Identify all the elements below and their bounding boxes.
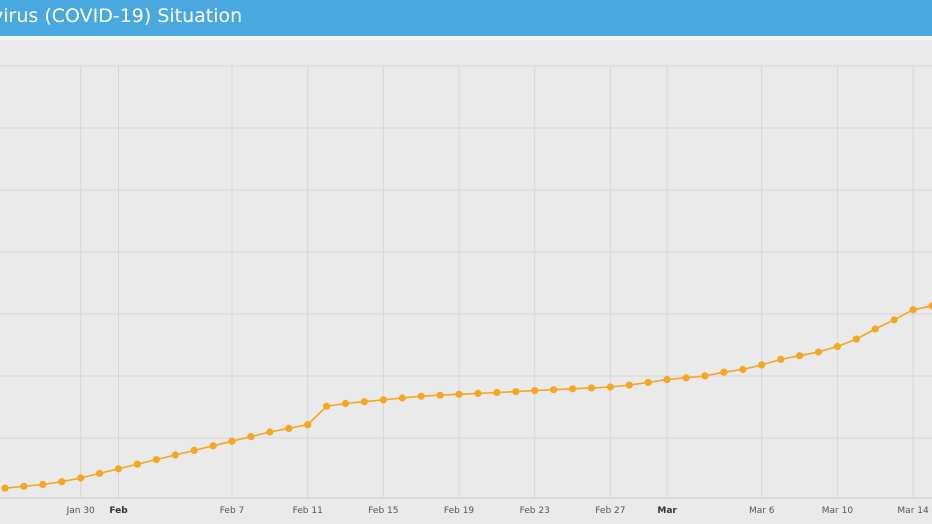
data-point[interactable] — [720, 368, 728, 376]
data-point[interactable] — [285, 424, 293, 432]
x-tick-label: Feb 23 — [520, 506, 550, 516]
x-tick-label: Feb 7 — [220, 506, 245, 516]
data-point[interactable] — [663, 376, 671, 384]
data-point[interactable] — [814, 348, 823, 356]
data-point[interactable] — [96, 469, 104, 477]
data-point[interactable] — [777, 355, 785, 363]
x-tick-label: Mar — [657, 506, 677, 516]
line-chart: Jan 30 Feb Feb 7 Feb 11 Feb 15 Feb 19 Feb 23 Fe… — [0, 65, 932, 516]
data-point[interactable] — [58, 478, 66, 486]
data-point[interactable] — [323, 402, 331, 410]
data-point[interactable] — [228, 437, 236, 445]
x-tick-label: Mar 14 — [897, 506, 929, 516]
x-tick-label: Jan 30 — [66, 506, 95, 516]
x-tick-label: Feb 27 — [595, 506, 625, 516]
data-point[interactable] — [928, 302, 932, 310]
header-divider — [0, 36, 932, 40]
data-point[interactable] — [606, 383, 615, 391]
data-point[interactable] — [701, 372, 709, 380]
data-point[interactable] — [531, 387, 539, 395]
data-point[interactable] — [171, 451, 179, 459]
data-point[interactable] — [587, 384, 596, 392]
x-tick-label: Mar 6 — [749, 506, 775, 516]
data-point[interactable] — [852, 335, 860, 343]
chart-grid — [0, 65, 932, 499]
header-title: virus (COVID-19) Situation — [0, 5, 243, 27]
x-tick-label: Feb 19 — [444, 506, 475, 516]
data-point[interactable] — [909, 306, 917, 314]
data-point[interactable] — [682, 374, 690, 382]
data-point[interactable] — [493, 388, 501, 397]
data-point[interactable] — [890, 316, 898, 324]
x-axis-ticks: Jan 30 Feb Feb 7 Feb 11 Feb 15 Feb 19 Feb 23 Fe… — [66, 506, 929, 516]
chart-area: Jan 30 Feb Feb 7 Feb 11 Feb 15 Feb 19 Feb 23 Fe… — [0, 40, 932, 524]
header-bar: virus (COVID-19) Situation — [0, 0, 932, 36]
data-point[interactable] — [266, 428, 274, 436]
data-point[interactable] — [455, 390, 463, 398]
x-tick-label: Feb 11 — [293, 506, 323, 516]
data-point[interactable] — [39, 480, 47, 489]
data-point[interactable] — [379, 396, 387, 404]
data-point[interactable] — [209, 442, 217, 450]
data-point[interactable] — [152, 456, 160, 464]
data-point[interactable] — [77, 474, 85, 482]
data-point[interactable] — [569, 385, 577, 393]
series-line — [4, 305, 932, 489]
data-point[interactable] — [247, 433, 255, 441]
data-point[interactable] — [644, 378, 652, 386]
data-point[interactable] — [114, 465, 123, 473]
data-point[interactable] — [871, 325, 879, 333]
data-point[interactable] — [398, 394, 406, 402]
data-point[interactable] — [436, 391, 444, 399]
series-layer — [1, 302, 932, 492]
data-point[interactable] — [417, 392, 425, 400]
data-point[interactable] — [550, 386, 558, 394]
data-point[interactable] — [474, 389, 482, 397]
x-tick-label: Feb 15 — [368, 506, 398, 516]
data-point[interactable] — [341, 399, 350, 408]
data-point[interactable] — [833, 342, 842, 351]
data-point[interactable] — [133, 460, 141, 468]
data-point[interactable] — [304, 421, 312, 429]
data-point[interactable] — [190, 446, 198, 454]
x-tick-label: Feb — [109, 506, 128, 516]
data-point[interactable] — [739, 365, 747, 374]
data-point[interactable] — [20, 482, 28, 490]
data-point[interactable] — [625, 381, 633, 389]
x-tick-label: Mar 10 — [822, 506, 854, 516]
data-point[interactable] — [758, 361, 766, 369]
data-point[interactable] — [360, 398, 368, 406]
data-point[interactable] — [1, 484, 9, 492]
data-point[interactable] — [512, 388, 520, 396]
data-point[interactable] — [796, 352, 804, 360]
